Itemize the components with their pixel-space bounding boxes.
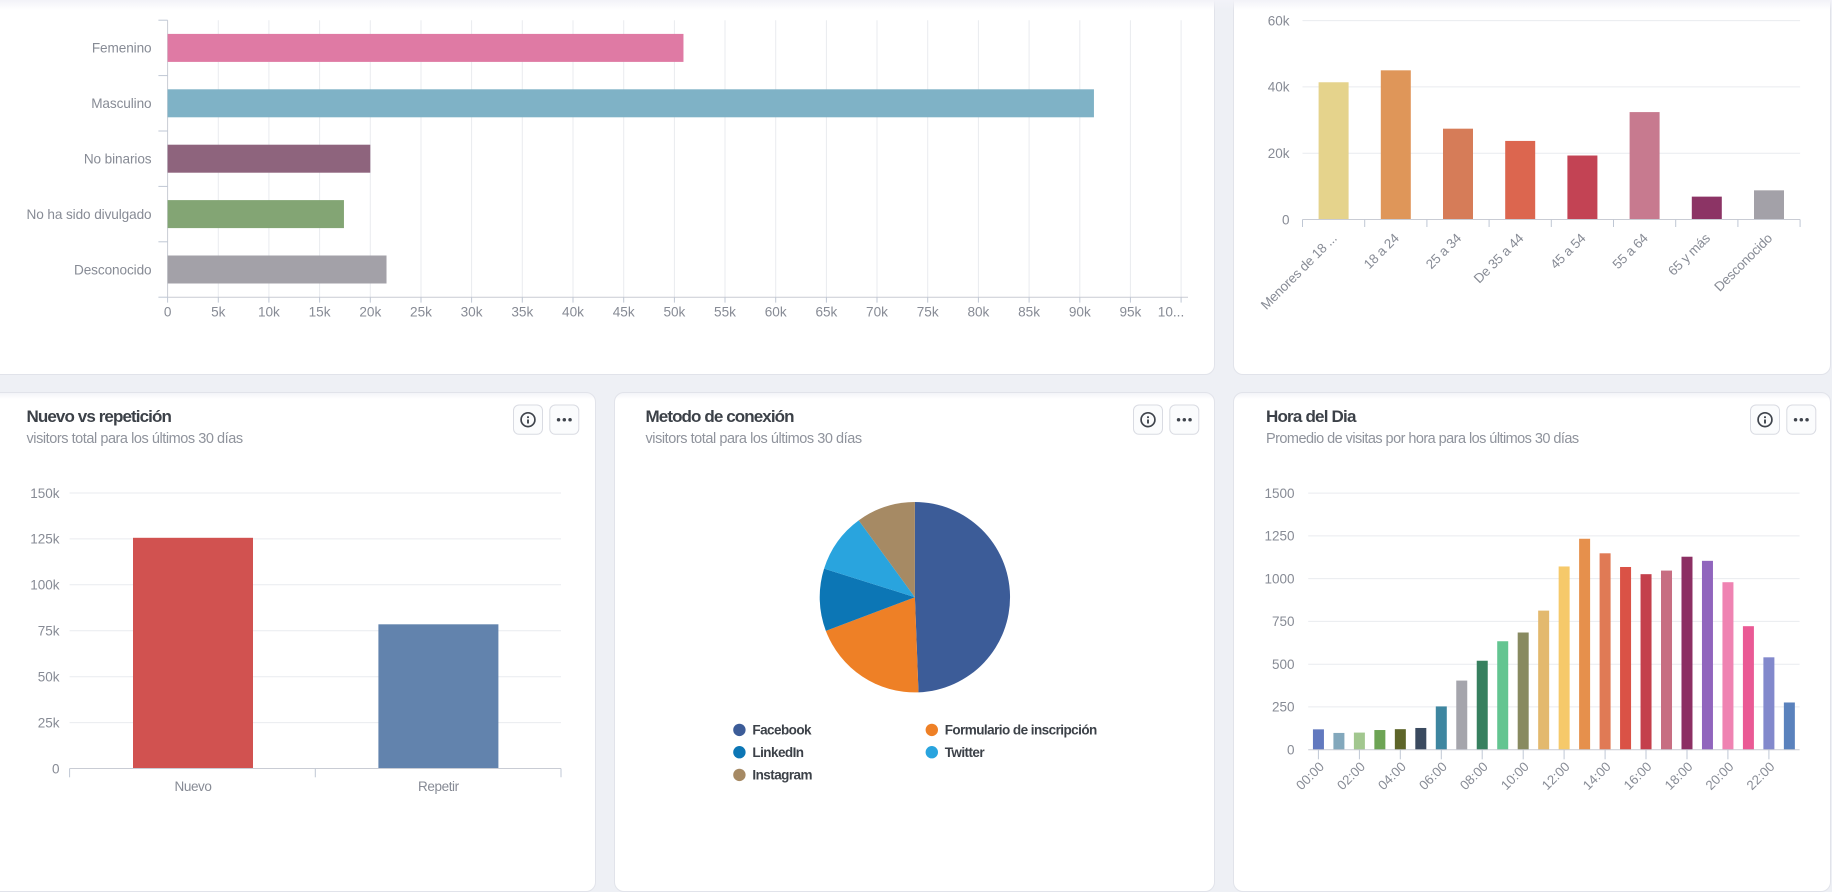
svg-text:75k: 75k [917,305,939,320]
svg-text:90k: 90k [1069,305,1091,320]
svg-text:5k: 5k [211,305,226,320]
svg-text:De 35 a 44: De 35 a 44 [1471,230,1527,286]
svg-text:100k: 100k [30,578,60,593]
svg-text:Femenino: Femenino [92,41,152,56]
svg-text:visitors total para los último: visitors total para los últimos 30 días [646,431,862,447]
svg-text:15k: 15k [309,305,331,320]
svg-text:LinkedIn: LinkedIn [752,745,803,760]
svg-text:95k: 95k [1119,305,1141,320]
svg-text:visitors total para los último: visitors total para los últimos 30 días [27,431,243,447]
svg-text:250: 250 [1272,700,1295,715]
svg-text:08:00: 08:00 [1457,759,1491,793]
svg-text:50k: 50k [663,305,685,320]
svg-text:750: 750 [1272,614,1295,629]
svg-text:10:00: 10:00 [1498,759,1532,793]
svg-text:18:00: 18:00 [1662,759,1696,793]
svg-text:25k: 25k [410,305,432,320]
svg-text:60k: 60k [1268,13,1290,28]
svg-text:Formulario de inscripción: Formulario de inscripción [945,723,1097,738]
svg-text:12:00: 12:00 [1539,759,1573,793]
svg-text:0: 0 [1282,212,1290,227]
svg-text:40k: 40k [562,305,584,320]
svg-text:60k: 60k [765,305,787,320]
svg-text:30k: 30k [461,305,483,320]
svg-text:16:00: 16:00 [1621,759,1655,793]
svg-text:125k: 125k [30,532,60,547]
svg-text:1250: 1250 [1264,529,1294,544]
svg-text:No ha sido divulgado: No ha sido divulgado [27,207,152,222]
svg-text:No binarios: No binarios [84,152,152,167]
svg-text:75k: 75k [38,624,60,639]
svg-text:Promedio de visitas por hora p: Promedio de visitas por hora para los úl… [1266,431,1579,447]
svg-text:0: 0 [52,761,60,776]
svg-text:25 a 34: 25 a 34 [1423,230,1465,272]
svg-text:1000: 1000 [1264,571,1294,586]
svg-text:18 a 24: 18 a 24 [1361,230,1403,272]
svg-text:Hora del Dia: Hora del Dia [1266,407,1357,426]
svg-text:Instagram: Instagram [752,768,812,783]
svg-text:50k: 50k [38,670,60,685]
svg-text:Desconocido: Desconocido [74,262,152,277]
svg-text:Nuevo: Nuevo [174,779,211,794]
svg-text:0: 0 [164,305,172,320]
svg-text:65 y más: 65 y más [1665,230,1713,278]
svg-text:150k: 150k [30,486,60,501]
svg-text:85k: 85k [1018,305,1040,320]
svg-text:02:00: 02:00 [1334,759,1368,793]
svg-text:00:00: 00:00 [1293,759,1327,793]
svg-text:10...: 10... [1158,305,1184,320]
svg-text:35k: 35k [511,305,533,320]
svg-text:Twitter: Twitter [945,745,986,760]
svg-text:Repetir: Repetir [418,779,460,794]
svg-text:500: 500 [1272,657,1295,672]
svg-text:55k: 55k [714,305,736,320]
svg-text:40k: 40k [1268,80,1290,95]
svg-text:Nuevo vs repetición: Nuevo vs repetición [27,407,172,426]
svg-text:45k: 45k [613,305,635,320]
svg-text:Desconocido: Desconocido [1711,231,1775,295]
svg-text:Facebook: Facebook [752,723,812,738]
svg-text:06:00: 06:00 [1416,759,1450,793]
svg-text:25k: 25k [38,715,60,730]
svg-text:0: 0 [1287,743,1295,758]
svg-text:22:00: 22:00 [1744,759,1778,793]
svg-text:20k: 20k [359,305,381,320]
svg-text:1500: 1500 [1264,486,1294,501]
svg-text:Menores de 18 ...: Menores de 18 ... [1258,231,1340,313]
svg-text:55 a 64: 55 a 64 [1610,230,1652,272]
svg-text:10k: 10k [258,305,280,320]
svg-text:20:00: 20:00 [1703,759,1737,793]
svg-text:80k: 80k [967,305,989,320]
svg-text:45 a 54: 45 a 54 [1547,230,1589,272]
svg-text:20k: 20k [1268,146,1290,161]
svg-text:04:00: 04:00 [1375,759,1409,793]
svg-text:65k: 65k [815,305,837,320]
svg-text:14:00: 14:00 [1580,759,1614,793]
svg-text:70k: 70k [866,305,888,320]
svg-text:Metodo de conexión: Metodo de conexión [646,407,795,426]
svg-text:Masculino: Masculino [91,96,151,111]
